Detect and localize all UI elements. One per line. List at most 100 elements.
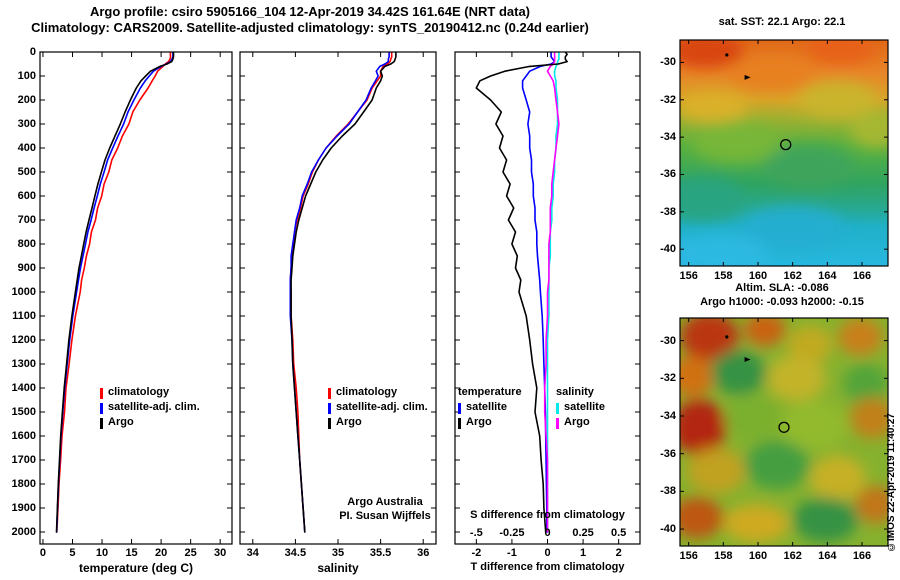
lon-tick-label: 156	[679, 550, 698, 562]
lon-tick-label: 164	[818, 270, 837, 282]
lat-tick-label: -32	[660, 372, 676, 385]
x-tick-label: 2	[615, 547, 622, 559]
diff-legend-swatch	[458, 403, 461, 414]
temperature-axis-label: temperature (deg C)	[78, 561, 194, 575]
diff-legend-label: Argo	[466, 416, 492, 428]
lat-tick-label: -38	[660, 205, 676, 218]
x-tick-label: 5	[69, 547, 76, 559]
x-tick-label: 10	[95, 547, 109, 559]
lon-tick-label: 164	[818, 550, 837, 562]
figure-title-line2: Climatology: CARS2009. Satellite-adjuste…	[31, 20, 589, 35]
figure-title-line1: Argo profile: csiro 5905166_104 12-Apr-2…	[89, 4, 531, 19]
temp-legend-swatch	[100, 388, 103, 399]
lon-tick-label: 158	[714, 550, 733, 562]
lat-tick-label: -36	[660, 168, 676, 181]
t-difference-axis-label: T difference from climatology	[470, 561, 625, 573]
diff-legend-header: salinity	[556, 386, 594, 398]
program-annotation-line2: PI. Susan Wijffels	[339, 510, 431, 522]
lat-tick-label: -34	[660, 409, 676, 422]
lat-tick-label: -30	[660, 56, 676, 69]
salinity-axis-label: salinity	[317, 561, 359, 575]
x-tick-label: 34	[246, 547, 259, 559]
lon-tick-label: 156	[679, 270, 698, 282]
y-tick-label: 0	[29, 46, 36, 58]
sla-map-title-line1: Altim. SLA: -0.086	[735, 282, 829, 294]
y-tick-label: 900	[17, 262, 36, 274]
y-tick-label: 700	[17, 214, 36, 226]
lat-tick-label: -34	[660, 131, 676, 144]
lon-tick-label: 158	[714, 270, 733, 282]
lon-tick-label: 160	[748, 550, 768, 562]
sst-map-title: sat. SST: 22.1 Argo: 22.1	[718, 16, 846, 28]
lat-tick-label: -36	[660, 447, 676, 460]
lat-tick-label: -38	[660, 485, 676, 498]
x-tick-label: 30	[214, 547, 227, 559]
lon-tick-label: 160	[748, 270, 768, 282]
y-tick-label: 300	[17, 118, 36, 130]
x-tick-label: 34.5	[284, 547, 307, 559]
lat-tick-label: -40	[660, 523, 676, 536]
lon-tick-label: 162	[783, 270, 802, 282]
y-tick-label: 1100	[12, 310, 36, 322]
y-tick-label: 1500	[11, 406, 36, 418]
sal-legend-label: Argo	[336, 416, 362, 428]
y-tick-label: 200	[17, 94, 36, 106]
lat-tick-label: -32	[660, 93, 676, 106]
y-tick-label: 800	[17, 238, 36, 250]
sal-legend-swatch	[328, 403, 331, 414]
s-tick-label: 0.5	[610, 527, 627, 539]
x-tick-label: 0	[544, 547, 551, 559]
s-tick-label: 0.25	[572, 527, 594, 539]
s-difference-axis-label: S difference from climatology	[470, 509, 625, 521]
y-tick-label: 1400	[11, 382, 36, 394]
y-tick-label: 1200	[11, 334, 36, 346]
s-tick-label: -.5	[469, 527, 483, 539]
lat-tick-label: -30	[660, 334, 676, 347]
y-tick-label: 400	[17, 142, 36, 154]
y-tick-label: 1600	[11, 430, 36, 442]
y-tick-label: 1300	[11, 358, 36, 370]
lon-tick-label: 166	[852, 270, 872, 282]
temp-legend-label: satellite-adj. clim.	[108, 401, 200, 413]
x-tick-label: 0	[39, 547, 47, 559]
sal-legend-swatch	[328, 388, 331, 399]
temp-legend-swatch	[100, 403, 103, 414]
y-tick-label: 600	[17, 190, 36, 202]
sal-legend-label: satellite-adj. clim.	[336, 401, 428, 413]
sal-legend-swatch	[328, 418, 331, 429]
y-tick-label: 1900	[11, 502, 36, 514]
x-tick-label: 25	[184, 547, 197, 559]
x-tick-label: 20	[154, 547, 168, 559]
lon-tick-label: 162	[783, 550, 802, 562]
sal-legend-label: climatology	[336, 386, 398, 398]
x-tick-label: 15	[125, 547, 138, 559]
y-tick-label: 1000	[11, 286, 36, 298]
diff-legend-swatch	[556, 418, 559, 429]
s-tick-label: 0	[544, 527, 551, 539]
x-tick-label: 35	[331, 547, 345, 559]
x-tick-label: -2	[471, 547, 482, 559]
x-tick-label: 36	[417, 547, 430, 559]
x-tick-label: -1	[507, 547, 517, 559]
y-tick-label: 2000	[11, 526, 36, 538]
x-tick-label: 1	[580, 547, 587, 559]
diff-legend-header: temperature	[458, 386, 522, 398]
y-tick-label: 1800	[11, 478, 36, 490]
imos-watermark: ©IMOS 22-Apr-2019 11:40:27	[886, 413, 897, 552]
lon-tick-label: 166	[852, 550, 872, 562]
diff-legend-label: satellite	[564, 401, 605, 413]
diff-legend-swatch	[458, 418, 461, 429]
y-tick-label: 1700	[11, 454, 36, 466]
diff-legend-label: Argo	[564, 416, 590, 428]
temp-legend-label: Argo	[108, 416, 134, 428]
diff-legend-swatch	[556, 403, 559, 414]
s-tick-label: -0.25	[499, 527, 525, 539]
sla-map-title-line2: Argo h1000: -0.093 h2000: -0.15	[700, 296, 864, 308]
lat-tick-label: -40	[660, 243, 676, 256]
diff-legend-label: satellite	[466, 401, 507, 413]
y-tick-label: 100	[17, 70, 36, 82]
program-annotation-line1: Argo Australia	[347, 496, 423, 508]
temp-legend-swatch	[100, 418, 103, 429]
